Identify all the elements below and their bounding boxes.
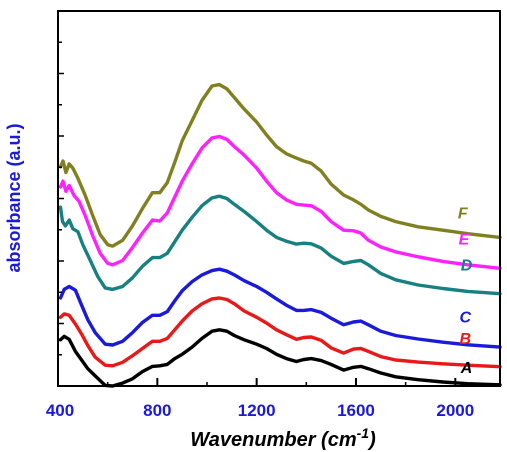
series-label-F: F bbox=[458, 206, 469, 223]
series-label-layer: ABC DEF bbox=[458, 206, 473, 377]
x-tick-label: 2000 bbox=[436, 401, 474, 420]
series-line-C bbox=[58, 267, 502, 349]
series-label-C: C bbox=[459, 310, 471, 327]
series-layer bbox=[58, 82, 502, 388]
x-tick-label: 1600 bbox=[337, 401, 375, 420]
x-axis-title: Wavenumber (cm-1) bbox=[190, 425, 376, 451]
x-tick-label: 1200 bbox=[238, 401, 276, 420]
series-label-D: D bbox=[461, 258, 473, 275]
x-axis-title-sup: -1 bbox=[357, 425, 370, 441]
x-axis-title-close: ) bbox=[367, 429, 376, 451]
y-tick-layer bbox=[58, 41, 64, 356]
series-line-B bbox=[58, 296, 502, 369]
x-tick-label: 400 bbox=[46, 401, 74, 420]
series-label-B: B bbox=[459, 331, 471, 348]
x-axis-title-main: Wavenumber (cm bbox=[190, 429, 356, 451]
y-axis-title: absorbance (a.u.) bbox=[4, 123, 24, 272]
x-tick-label: 800 bbox=[143, 401, 171, 420]
series-line-F bbox=[58, 82, 502, 248]
x-tick-layer: 400 800 1200 1600 2000 bbox=[46, 378, 474, 420]
series-label-A: A bbox=[460, 360, 473, 377]
series-line-E bbox=[58, 134, 502, 270]
series-line-D bbox=[58, 194, 502, 296]
series-label-E: E bbox=[459, 232, 471, 249]
